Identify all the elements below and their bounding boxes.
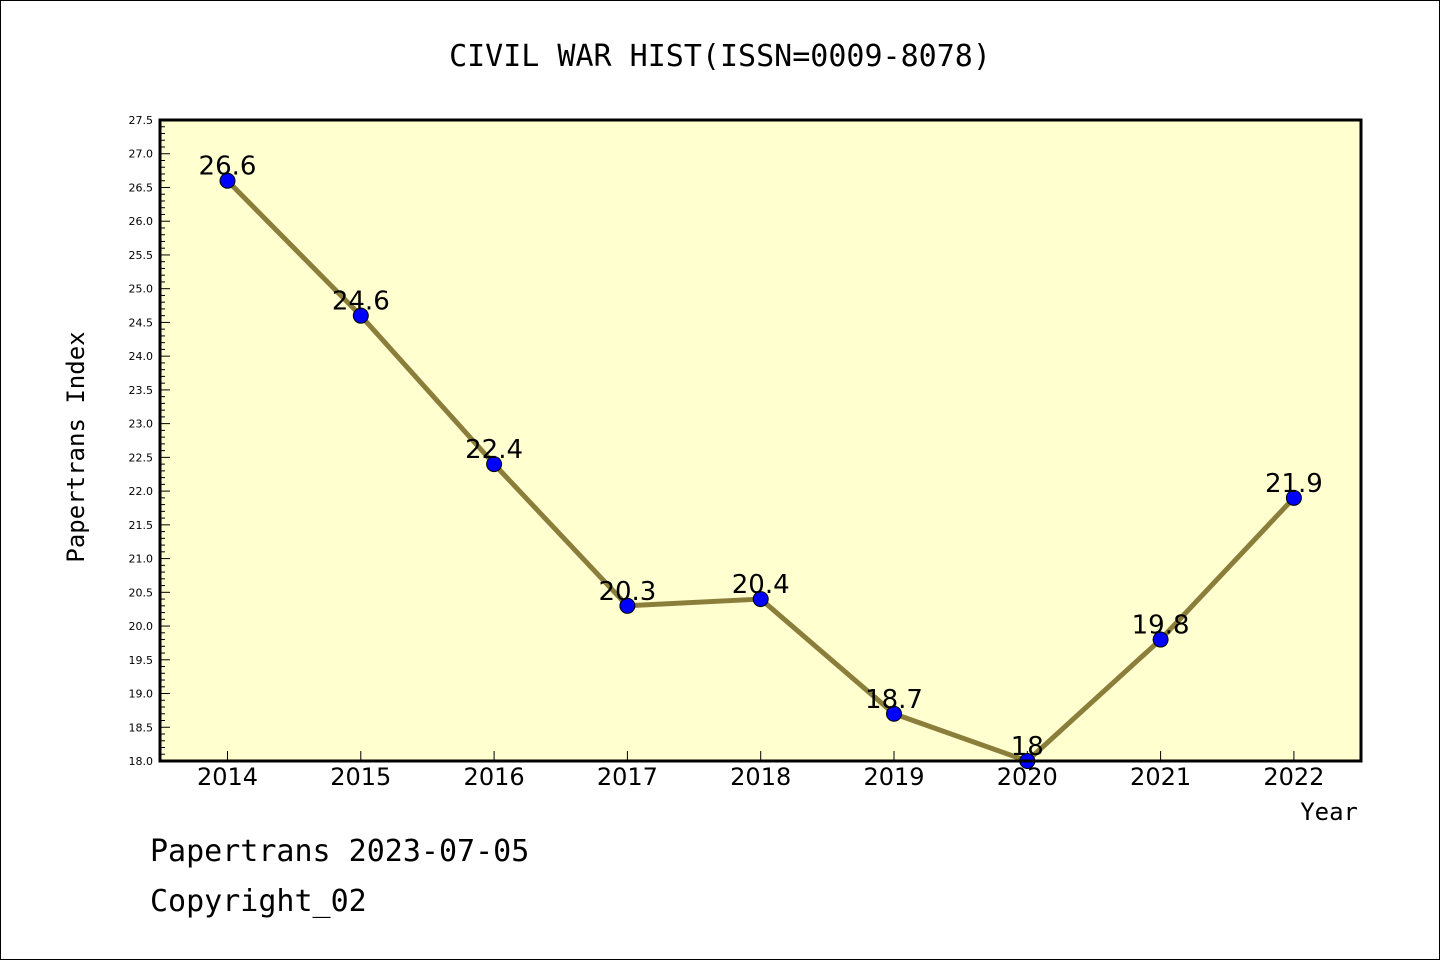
data-label: 18 bbox=[1011, 732, 1044, 762]
x-axis: 2014 2015 2016 2017 2018 2019 2020 2021 2022 bbox=[197, 751, 1324, 791]
y-tick-label: 18.0 bbox=[129, 755, 154, 768]
y-tick-label: 20.5 bbox=[129, 586, 154, 599]
x-tick-label: 2015 bbox=[330, 763, 391, 791]
y-axis: 18.0 18.5 19.0 19.5 20.0 20.5 21.0 21.5 22.0 22.5… bbox=[129, 114, 170, 768]
x-tick-label: 2021 bbox=[1130, 763, 1191, 791]
x-axis-title: Year bbox=[1300, 798, 1358, 826]
footer-copyright: Copyright_02 bbox=[150, 884, 367, 919]
data-point bbox=[752, 591, 769, 608]
data-label: 19.8 bbox=[1132, 611, 1190, 641]
data-point bbox=[1152, 631, 1169, 648]
y-tick-label: 23.0 bbox=[129, 418, 154, 431]
y-tick-label: 21.5 bbox=[129, 519, 154, 532]
footer-date: Papertrans 2023-07-05 bbox=[150, 834, 530, 869]
x-tick-label: 2018 bbox=[730, 763, 791, 791]
data-label: 20.3 bbox=[598, 577, 656, 607]
y-tick-label: 25.5 bbox=[129, 249, 154, 262]
y-tick-label: 26.0 bbox=[129, 215, 154, 228]
y-axis-title: Papertrans Index bbox=[62, 331, 90, 562]
data-point bbox=[1285, 489, 1302, 506]
y-tick-label: 20.0 bbox=[129, 620, 154, 633]
x-tick-label: 2017 bbox=[597, 763, 658, 791]
data-point bbox=[219, 172, 236, 189]
data-labels: 26.6 24.6 22.4 20.3 20.4 18.7 18 19.8 21.9 bbox=[199, 152, 1323, 762]
y-tick-label: 25.0 bbox=[129, 283, 154, 296]
chart-title: CIVIL WAR HIST(ISSN=0009-8078) bbox=[449, 39, 991, 74]
plot-area bbox=[160, 120, 1361, 761]
y-tick-label: 19.0 bbox=[129, 688, 154, 701]
y-tick-label: 27.5 bbox=[129, 114, 154, 127]
data-label: 26.6 bbox=[199, 152, 257, 182]
y-tick-label: 27.0 bbox=[129, 148, 154, 161]
data-point bbox=[486, 456, 503, 473]
y-tick-label: 18.5 bbox=[129, 721, 154, 734]
data-points bbox=[219, 172, 1302, 769]
x-tick-label: 2022 bbox=[1263, 763, 1324, 791]
data-label: 20.4 bbox=[732, 570, 790, 600]
x-tick-label: 2016 bbox=[464, 763, 525, 791]
data-point bbox=[619, 597, 636, 614]
x-tick-label: 2019 bbox=[863, 763, 924, 791]
y-tick-label: 24.5 bbox=[129, 316, 154, 329]
data-label: 21.9 bbox=[1265, 469, 1323, 499]
data-point bbox=[886, 705, 902, 722]
x-tick-label: 2014 bbox=[197, 763, 258, 791]
y-tick-label: 22.0 bbox=[129, 485, 154, 498]
data-point bbox=[352, 307, 369, 324]
y-tick-label: 19.5 bbox=[129, 654, 154, 667]
y-tick-label: 26.5 bbox=[129, 181, 154, 194]
y-tick-label: 22.5 bbox=[129, 451, 154, 464]
data-label: 22.4 bbox=[465, 435, 523, 465]
y-tick-label: 24.0 bbox=[129, 350, 154, 363]
y-tick-label: 23.5 bbox=[129, 384, 154, 397]
data-label: 24.6 bbox=[332, 287, 390, 317]
y-tick-label: 21.0 bbox=[129, 553, 154, 566]
plot-border bbox=[158, 118, 1363, 763]
data-label: 18.7 bbox=[865, 685, 923, 715]
